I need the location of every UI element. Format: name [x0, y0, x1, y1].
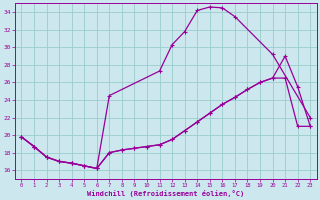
X-axis label: Windchill (Refroidissement éolien,°C): Windchill (Refroidissement éolien,°C): [87, 190, 244, 197]
